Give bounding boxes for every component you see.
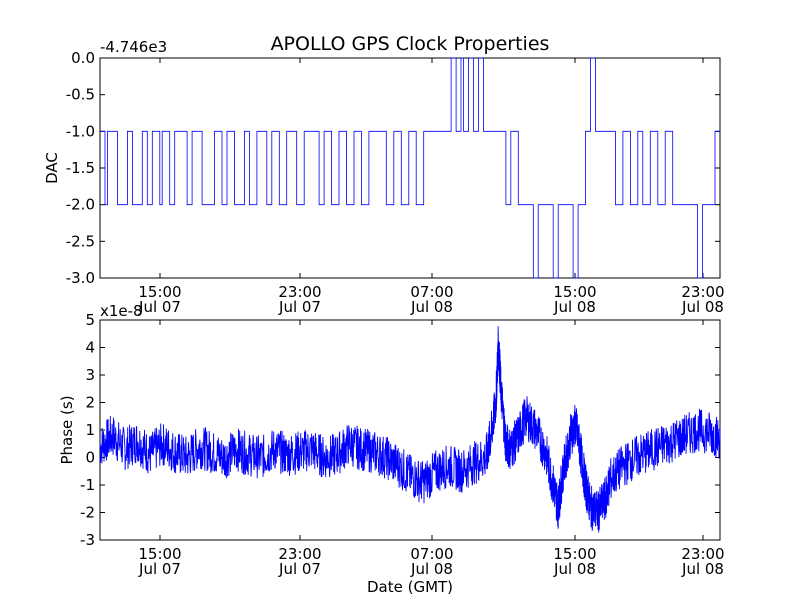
- dac-y-ticks: 0.0 -0.5 -1.0 -1.5 -2.0 -2.5 -3.0: [66, 49, 720, 287]
- dac-offset-label: -4.746e3: [100, 38, 167, 56]
- x-tick-label-date: Jul 07: [138, 298, 181, 316]
- x-tick-label-time: 15:00: [553, 283, 596, 301]
- x-tick-label-time: 15:00: [138, 283, 181, 301]
- x-tick-label-date: Jul 08: [681, 560, 724, 578]
- x-tick-label-date: Jul 08: [553, 298, 596, 316]
- phase-y-ticks: 5 4 3 2 1 0 -1 -2 -3: [80, 311, 720, 549]
- phase-y-axis-label: Phase (s): [58, 395, 76, 464]
- y-tick-label: -0.5: [66, 86, 95, 104]
- x-tick-label-time: 15:00: [138, 545, 181, 563]
- phase-offset-label: x1e-8: [100, 302, 143, 320]
- y-tick-label: -2: [80, 504, 95, 522]
- dac-y-axis-label: DAC: [43, 152, 61, 184]
- y-tick-label: -2.0: [66, 196, 95, 214]
- y-tick-label: 5: [85, 311, 95, 329]
- x-tick-label-time: 23:00: [278, 283, 321, 301]
- y-tick-label: 0: [85, 449, 95, 467]
- y-tick-label: -2.5: [66, 232, 95, 250]
- dac-axes: -4.746e3 DAC 0.0 -0.5 -1.0 -1.5 -2.0 -2.5 -3.0…: [43, 38, 725, 316]
- x-tick-label-time: 15:00: [553, 545, 596, 563]
- dac-plot-frame: [99, 57, 721, 279]
- x-axis-label: Date (GMT): [367, 578, 453, 596]
- phase-plot-frame: [99, 319, 721, 541]
- x-tick-label-date: Jul 07: [278, 298, 321, 316]
- y-tick-label: 1: [85, 421, 95, 439]
- x-tick-label-time: 23:00: [681, 545, 724, 563]
- phase-axes: x1e-8 Phase (s) Date (GMT) 543210-1-2-3 …: [58, 302, 725, 596]
- x-tick-label-date: Jul 08: [410, 560, 453, 578]
- y-tick-label: 2: [85, 394, 95, 412]
- y-tick-label: 0.0: [71, 49, 95, 67]
- dac-line: [100, 57, 720, 279]
- dac-series: [100, 57, 720, 279]
- x-tick-label-time: 07:00: [410, 283, 453, 301]
- phase-series: [99, 326, 721, 533]
- y-tick-label: -3: [80, 531, 95, 549]
- x-tick-label-date: Jul 08: [410, 298, 453, 316]
- x-tick-label-date: Jul 07: [138, 560, 181, 578]
- x-tick-label-date: Jul 08: [681, 298, 724, 316]
- y-tick-label: 4: [85, 339, 95, 357]
- x-tick-label-date: Jul 08: [553, 560, 596, 578]
- x-tick-label-time: 07:00: [410, 545, 453, 563]
- y-tick-label: -3.0: [66, 269, 95, 287]
- y-tick-label: -1.5: [66, 159, 95, 177]
- phase-line: [99, 326, 721, 533]
- x-tick-label-time: 23:00: [278, 545, 321, 563]
- x-tick-label-date: Jul 07: [278, 560, 321, 578]
- x-tick-label-time: 23:00: [681, 283, 724, 301]
- y-tick-label: -1: [80, 476, 95, 494]
- chart-title: APOLLO GPS Clock Properties: [271, 33, 550, 55]
- y-tick-label: 3: [85, 366, 95, 384]
- y-tick-label: -1.0: [66, 122, 95, 140]
